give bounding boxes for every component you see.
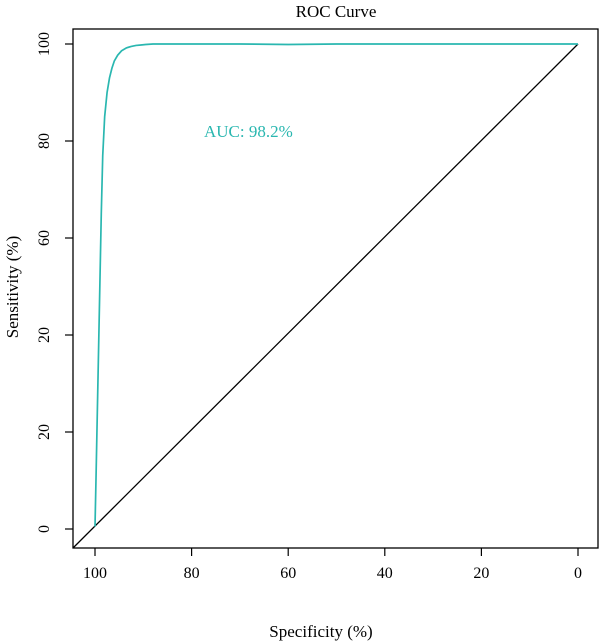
x-tick-label: 100 <box>83 565 107 582</box>
chart-title: ROC Curve <box>296 2 377 21</box>
y-tick-label: 100 <box>36 32 53 56</box>
x-tick-label: 0 <box>574 565 582 582</box>
y-axis: 0 20 20 60 80 100 <box>36 32 73 533</box>
y-tick-label: 20 <box>36 327 53 343</box>
y-tick-label: 20 <box>36 424 53 440</box>
x-axis: 100 80 60 40 20 0 <box>83 548 582 582</box>
reference-diagonal-line <box>72 43 579 549</box>
auc-annotation: AUC: 98.2% <box>204 122 293 141</box>
x-tick-label: 80 <box>184 565 200 582</box>
roc-curve-line <box>94 43 578 527</box>
y-tick-label: 60 <box>36 230 53 246</box>
y-tick-label: 80 <box>36 133 53 149</box>
y-tick-label: 0 <box>36 525 53 533</box>
x-tick-label: 60 <box>280 565 296 582</box>
y-axis-label: Sensitivity (%) <box>3 236 22 338</box>
x-tick-label: 40 <box>377 565 393 582</box>
plot-frame <box>72 28 599 549</box>
x-axis-label: Specificity (%) <box>269 622 372 641</box>
x-tick-label: 20 <box>473 565 489 582</box>
